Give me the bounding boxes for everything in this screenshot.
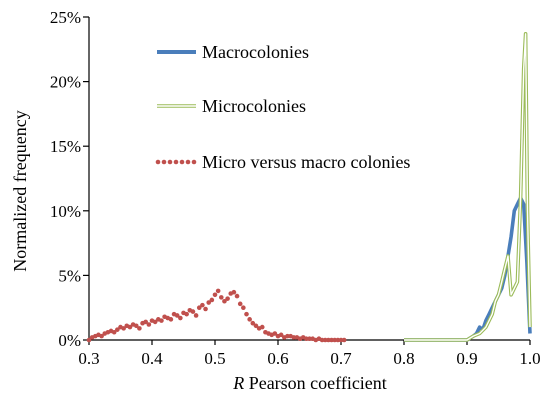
data-point <box>332 337 338 343</box>
data-point <box>272 331 278 336</box>
data-point <box>115 327 120 332</box>
data-point <box>225 296 230 301</box>
data-point <box>184 311 189 317</box>
x-tick-label: 0.6 <box>267 349 288 368</box>
legend-item-macrocolonies: Macrocolonies <box>157 42 309 62</box>
series-macrocolonies <box>404 196 532 342</box>
data-point <box>237 301 243 307</box>
data-point <box>193 313 199 318</box>
x-axis-title-text: Pearson coefficient <box>244 373 387 393</box>
legend-swatch-dot <box>155 159 161 165</box>
data-point <box>133 323 139 329</box>
data-point <box>206 300 211 305</box>
data-point <box>212 292 218 298</box>
legend-label: Macrocolonies <box>202 42 309 62</box>
legend-item-micro-versus-macro-colonies: Micro versus macro colonies <box>155 152 410 172</box>
y-tick-label: 15% <box>50 137 81 156</box>
y-tick-label: 10% <box>50 202 81 221</box>
data-point <box>326 337 331 343</box>
legend-item-microcolonies: Microcolonies <box>157 96 306 116</box>
data-point <box>231 289 237 295</box>
legend-swatch-dot <box>185 159 191 165</box>
data-point <box>215 288 221 294</box>
data-point <box>178 315 183 321</box>
series-line-inner <box>404 33 531 341</box>
series-line <box>404 196 532 342</box>
series-microcolonies <box>404 31 532 342</box>
data-point <box>152 319 158 325</box>
x-tick-label: 1.0 <box>519 349 540 368</box>
data-point <box>86 337 92 343</box>
data-point <box>244 311 249 317</box>
y-tick-label: 5% <box>58 266 81 285</box>
data-point <box>338 337 344 343</box>
legend-label: Microcolonies <box>202 96 306 116</box>
y-axis-title: Normalized frequency <box>10 110 30 271</box>
legend-swatch-dot <box>173 159 179 165</box>
legend-label: Micro versus macro colonies <box>202 152 410 172</box>
data-point <box>209 297 215 303</box>
data-point <box>159 318 164 323</box>
data-point <box>322 337 328 343</box>
data-point <box>304 336 309 342</box>
data-point <box>190 309 196 314</box>
data-point <box>234 293 240 299</box>
legend-swatch-dot <box>179 159 185 165</box>
x-tick-label: 0.5 <box>204 349 225 368</box>
data-point <box>200 302 205 308</box>
data-point <box>241 305 246 311</box>
data-point <box>222 298 227 304</box>
x-tick-label: 0.9 <box>456 349 477 368</box>
data-point <box>285 333 290 339</box>
x-tick-label: 0.7 <box>330 349 352 368</box>
data-point <box>219 295 224 300</box>
x-axis-title-variable: R <box>232 373 244 393</box>
y-tick-label: 20% <box>50 73 81 92</box>
data-point <box>247 317 252 322</box>
data-point <box>203 306 208 312</box>
data-point <box>329 337 334 343</box>
data-point <box>307 336 312 342</box>
data-point <box>335 337 341 343</box>
data-point <box>196 305 202 311</box>
data-point <box>174 313 180 318</box>
data-point <box>168 317 174 322</box>
data-point <box>278 332 284 338</box>
legend-swatch-dot <box>167 159 173 165</box>
data-point <box>111 329 117 335</box>
data-point <box>137 326 142 331</box>
data-point <box>146 322 152 327</box>
x-axis-title: R Pearson coefficient <box>232 373 387 393</box>
data-point <box>253 323 259 329</box>
data-point <box>291 335 297 340</box>
y-tick-label: 0% <box>58 331 81 350</box>
data-point <box>341 337 347 343</box>
legend: Macrocolonies Microcolonies Micro versus m… <box>155 42 410 172</box>
data-point <box>319 337 325 343</box>
x-tick-label: 0.3 <box>78 349 99 368</box>
y-tick-label: 25% <box>50 8 81 27</box>
data-point <box>127 324 133 330</box>
legend-swatch-dot <box>191 159 197 165</box>
axes: 0% 5% 10% 15% 20% 25% 0.3 0.4 0.5 0.6 0.7 0.8 0.9 1.0 <box>50 8 540 368</box>
data-point <box>250 320 256 326</box>
legend-swatch-dot <box>161 159 167 165</box>
data-point <box>143 319 148 325</box>
series-layer <box>86 31 532 343</box>
data-point <box>99 333 104 339</box>
data-point <box>121 326 126 331</box>
series-micro-versus-macro-colonies <box>86 288 347 343</box>
data-point <box>259 324 265 330</box>
x-tick-label: 0.8 <box>393 349 414 368</box>
x-tick-label: 0.4 <box>141 349 163 368</box>
